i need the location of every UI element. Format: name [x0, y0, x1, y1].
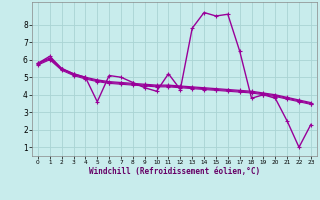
X-axis label: Windchill (Refroidissement éolien,°C): Windchill (Refroidissement éolien,°C)	[89, 167, 260, 176]
